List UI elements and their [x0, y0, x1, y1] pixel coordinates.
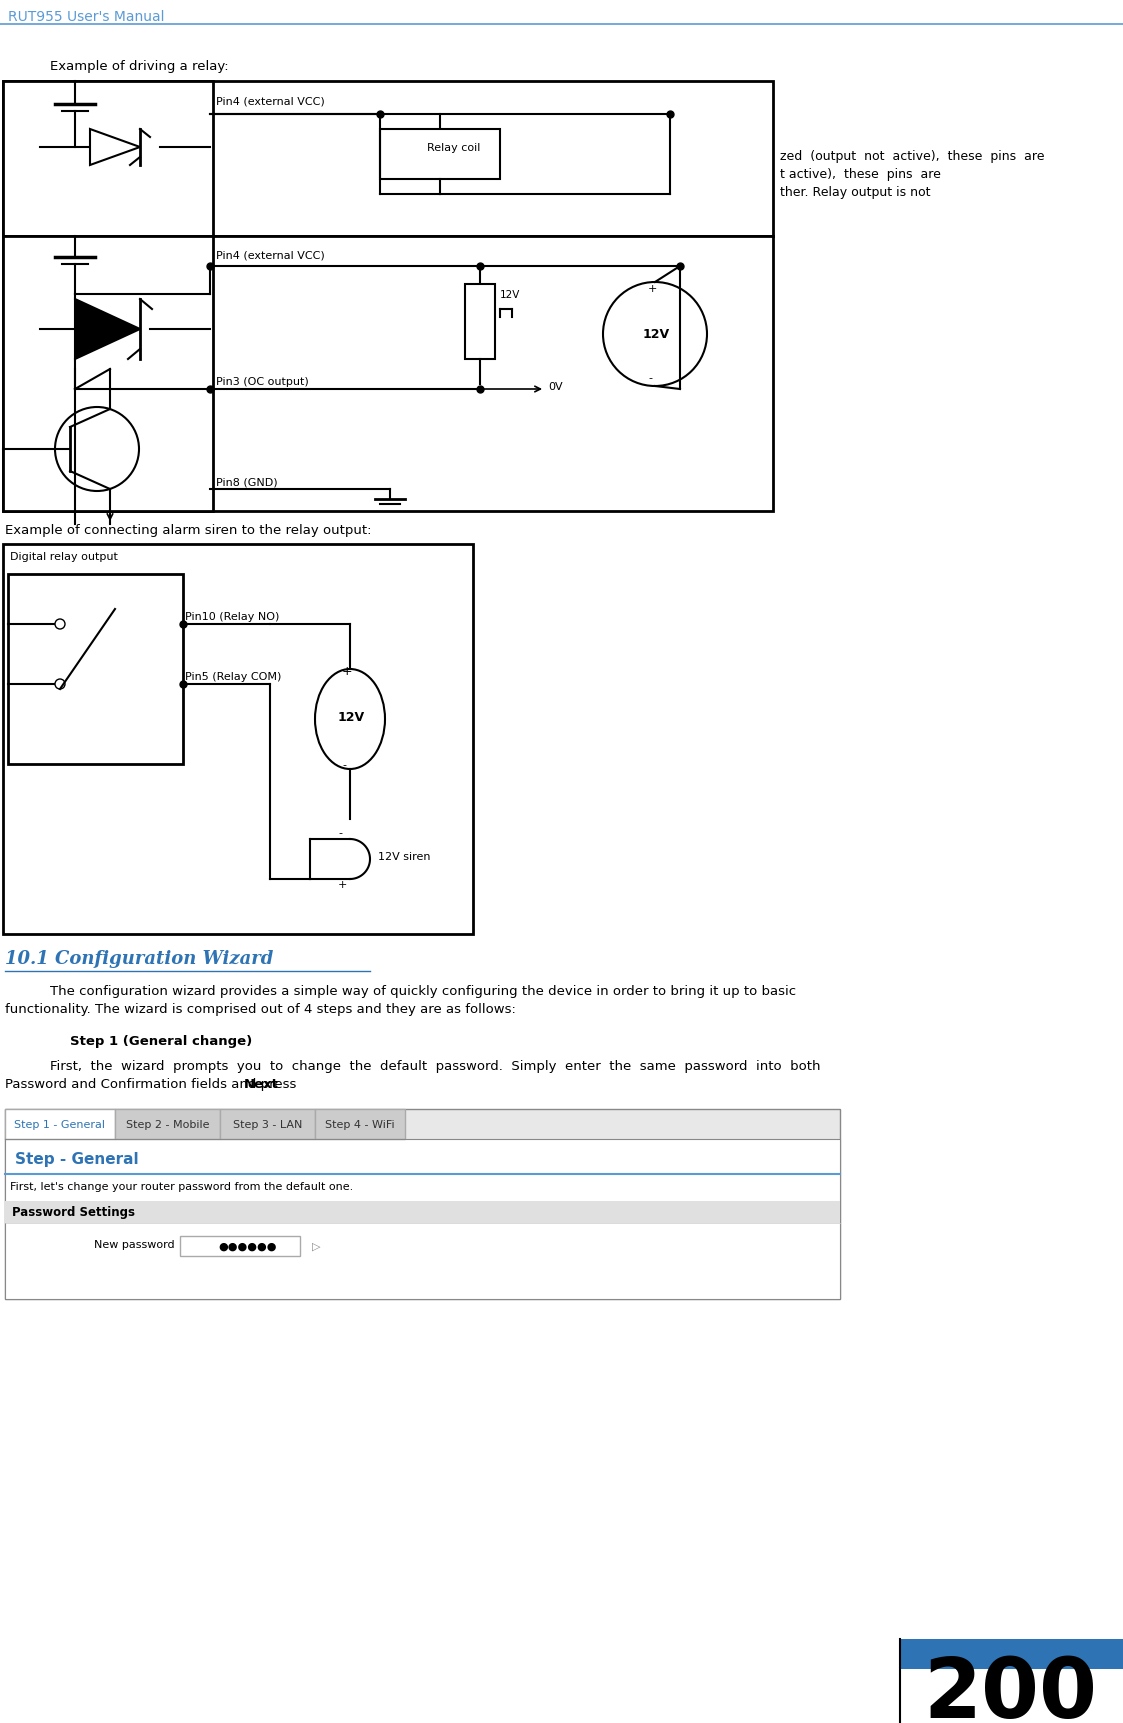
- Circle shape: [55, 620, 65, 629]
- Text: 12V siren: 12V siren: [378, 851, 430, 862]
- Text: 10.1 Configuration Wizard: 10.1 Configuration Wizard: [4, 949, 273, 967]
- Bar: [314, 1110, 405, 1139]
- Text: 12V: 12V: [643, 327, 670, 341]
- Text: Relay coil: Relay coil: [427, 143, 481, 153]
- Polygon shape: [75, 300, 140, 360]
- Bar: [220, 1110, 314, 1139]
- Text: RUT955 User's Manual: RUT955 User's Manual: [8, 10, 164, 24]
- Circle shape: [55, 408, 139, 491]
- Text: Password Settings: Password Settings: [12, 1206, 135, 1218]
- Text: -: -: [343, 760, 346, 770]
- Text: The configuration wizard provides a simple way of quickly configuring the device: The configuration wizard provides a simp…: [51, 984, 796, 998]
- Text: 200: 200: [923, 1654, 1097, 1723]
- Text: First,  the  wizard  prompts  you  to  change  the  default  password.  Simply  : First, the wizard prompts you to change …: [51, 1060, 821, 1072]
- Text: 12V: 12V: [500, 289, 520, 300]
- Bar: [465, 284, 495, 360]
- Ellipse shape: [314, 670, 385, 770]
- Polygon shape: [90, 129, 140, 165]
- Text: Pin8 (GND): Pin8 (GND): [216, 477, 277, 488]
- Text: functionality. The wizard is comprised out of 4 steps and they are as follows:: functionality. The wizard is comprised o…: [4, 1003, 515, 1015]
- Text: New password: New password: [94, 1239, 175, 1249]
- Text: ●●●●●●: ●●●●●●: [218, 1241, 276, 1251]
- Bar: [4, 1139, 840, 1299]
- Bar: [380, 129, 500, 179]
- Bar: [180, 1237, 300, 1256]
- Bar: [3, 83, 213, 236]
- Text: +: +: [343, 665, 353, 679]
- Text: Step 1 (General change): Step 1 (General change): [70, 1034, 253, 1048]
- Text: zed  (output  not  active),  these  pins  are: zed (output not active), these pins are: [780, 150, 1044, 164]
- Text: Step 3 - LAN: Step 3 - LAN: [232, 1120, 302, 1129]
- Text: Password and Confirmation fields and press: Password and Confirmation fields and pre…: [4, 1077, 301, 1091]
- Bar: [4, 1201, 840, 1223]
- Bar: [3, 544, 473, 934]
- Text: +: +: [338, 879, 347, 889]
- Text: Pin4 (external VCC): Pin4 (external VCC): [216, 252, 325, 260]
- Text: Example of connecting alarm siren to the relay output:: Example of connecting alarm siren to the…: [4, 524, 372, 536]
- Text: Pin10 (Relay NO): Pin10 (Relay NO): [185, 612, 280, 622]
- Text: Step - General: Step - General: [15, 1151, 138, 1166]
- Bar: [4, 1110, 115, 1139]
- Text: 0V: 0V: [548, 383, 563, 391]
- Bar: [3, 236, 213, 512]
- Text: Example of driving a relay:: Example of driving a relay:: [51, 60, 229, 72]
- Text: -: -: [648, 372, 652, 383]
- Text: Pin5 (Relay COM): Pin5 (Relay COM): [185, 672, 282, 682]
- Text: ther. Relay output is not: ther. Relay output is not: [780, 186, 931, 198]
- Text: +: +: [648, 284, 657, 295]
- Bar: [4, 1110, 840, 1299]
- Text: Pin4 (external VCC): Pin4 (external VCC): [216, 96, 325, 107]
- Text: .: .: [274, 1077, 277, 1091]
- Bar: [115, 1110, 220, 1139]
- Text: Step 2 - Mobile: Step 2 - Mobile: [126, 1120, 209, 1129]
- Text: t active),  these  pins  are: t active), these pins are: [780, 167, 941, 181]
- Bar: [8, 575, 183, 765]
- Text: Digital relay output: Digital relay output: [10, 551, 118, 562]
- Text: Step 1 - General: Step 1 - General: [15, 1120, 106, 1129]
- Bar: [310, 839, 350, 879]
- Circle shape: [55, 679, 65, 689]
- Circle shape: [603, 283, 707, 386]
- Text: -: -: [338, 827, 343, 837]
- Text: 12V: 12V: [338, 712, 365, 724]
- Text: ▷: ▷: [312, 1241, 320, 1251]
- Text: Pin3 (OC output): Pin3 (OC output): [216, 377, 309, 386]
- Text: Next: Next: [244, 1077, 279, 1091]
- Text: First, let's change your router password from the default one.: First, let's change your router password…: [10, 1182, 354, 1191]
- Bar: [900, 1639, 1123, 1670]
- Text: Step 4 - WiFi: Step 4 - WiFi: [326, 1120, 395, 1129]
- Bar: [3, 236, 773, 512]
- Bar: [3, 83, 773, 236]
